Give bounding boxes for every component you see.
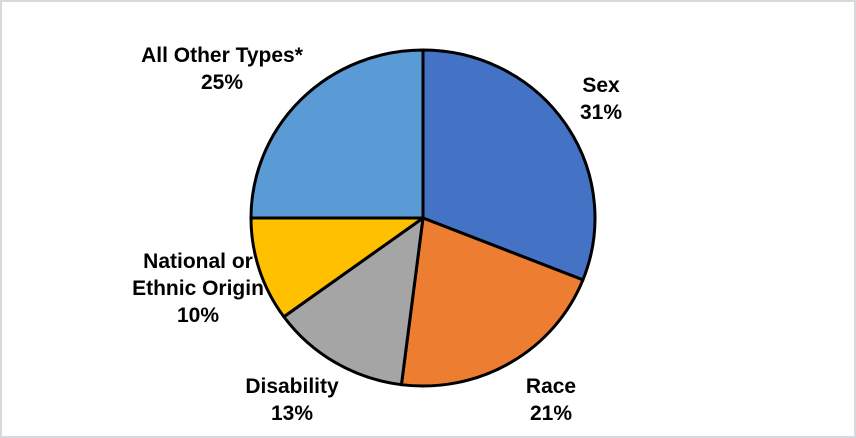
pie-slice-national-or-ethnic-origin: [249, 216, 425, 319]
pie-slice-disability: [282, 216, 425, 387]
slice-label: Race: [525, 375, 577, 398]
slice-label: National or: [143, 250, 253, 273]
label-all-other-types: All Other Types* 25%: [141, 42, 303, 96]
slice-percent: 10%: [176, 304, 220, 327]
slice-percent: 31%: [579, 101, 623, 124]
slice-percent: 21%: [529, 402, 573, 425]
slice-percent: 25%: [200, 71, 244, 94]
pie-slice-sex: [421, 48, 597, 282]
pie-slice-all-other-types: [249, 48, 425, 220]
label-sex: Sex 31%: [580, 72, 622, 126]
slice-label: Sex: [582, 74, 620, 97]
slice-label: Disability: [245, 375, 339, 398]
pie-slice-race: [399, 216, 585, 388]
label-national-or-ethnic-origin: National or Ethnic Origin 10%: [132, 248, 264, 329]
slice-label: All Other Types*: [141, 44, 303, 67]
slice-percent: 13%: [270, 402, 314, 425]
slice-label: Ethnic Origin: [132, 277, 264, 300]
label-race: Race 21%: [526, 373, 576, 427]
label-disability: Disability 13%: [245, 373, 338, 427]
